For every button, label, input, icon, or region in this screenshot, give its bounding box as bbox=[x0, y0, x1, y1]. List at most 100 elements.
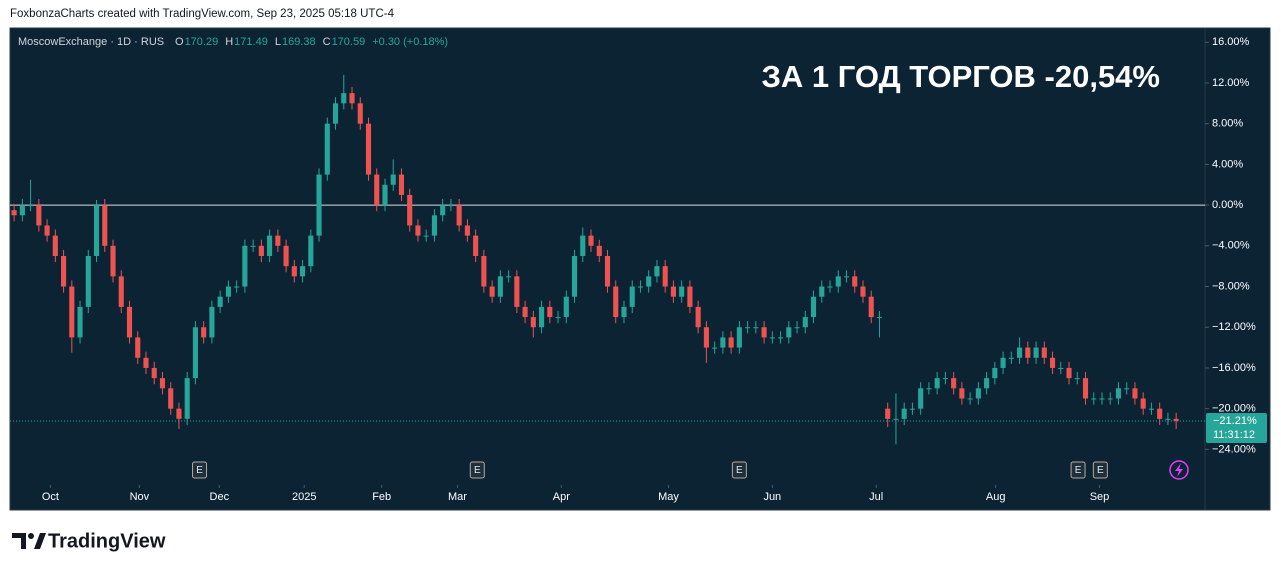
candle-body bbox=[942, 378, 948, 380]
y-tick-label: −4.00% bbox=[1212, 240, 1250, 252]
candle-body bbox=[646, 276, 652, 287]
candle-body bbox=[275, 235, 281, 246]
x-tick-label: May bbox=[658, 491, 679, 503]
candle-body bbox=[102, 205, 108, 246]
x-tick-label: Jul bbox=[869, 491, 883, 503]
candle-body bbox=[1115, 388, 1122, 399]
candle-body bbox=[934, 378, 940, 389]
logo-t bbox=[12, 533, 26, 549]
candle-body bbox=[852, 276, 858, 287]
candle-body bbox=[398, 174, 405, 195]
candle-body bbox=[1017, 347, 1023, 358]
candle-body bbox=[843, 276, 850, 278]
candle-body bbox=[975, 388, 981, 399]
candle-body bbox=[637, 286, 644, 288]
event-label: E bbox=[1075, 465, 1082, 476]
candle-body bbox=[192, 327, 198, 379]
candle-body bbox=[893, 418, 899, 420]
candle-body bbox=[959, 388, 965, 399]
candle-body bbox=[1140, 398, 1146, 409]
candle-body bbox=[118, 276, 124, 307]
candle-body bbox=[242, 245, 248, 287]
candle-body bbox=[522, 306, 528, 318]
candle-body bbox=[151, 367, 157, 379]
candle-body bbox=[876, 317, 883, 319]
candle-body bbox=[778, 337, 784, 339]
candle-body bbox=[1148, 408, 1154, 410]
candle-body bbox=[143, 357, 149, 368]
candle-body bbox=[1173, 418, 1179, 421]
candle-body bbox=[382, 184, 388, 206]
event-marker bbox=[1070, 461, 1086, 479]
candle-body bbox=[901, 408, 907, 419]
candle-body bbox=[547, 306, 553, 318]
candle-body bbox=[909, 408, 915, 410]
candle-body bbox=[407, 194, 413, 226]
candle-body bbox=[308, 235, 314, 267]
candle-body bbox=[28, 205, 34, 207]
candle-body bbox=[736, 327, 742, 348]
candle-body bbox=[1107, 398, 1113, 400]
candle-body bbox=[1025, 347, 1031, 358]
candle-body bbox=[77, 306, 83, 338]
legend-key: H bbox=[225, 36, 233, 48]
alert-icon[interactable] bbox=[1169, 460, 1189, 480]
candle-body bbox=[1091, 398, 1097, 400]
x-tick-label: Feb bbox=[372, 491, 391, 503]
y-tick-label: 4.00% bbox=[1212, 158, 1243, 170]
candle-body bbox=[61, 255, 67, 287]
candle-body bbox=[786, 327, 792, 338]
legend-symbol: MoscowExchange · 1D · RUS bbox=[18, 36, 164, 48]
y-tick-label: −24.00% bbox=[1212, 443, 1256, 455]
alert-bolt bbox=[1175, 463, 1183, 477]
candle-body bbox=[984, 378, 990, 389]
event-marker bbox=[1092, 461, 1108, 479]
candle-body bbox=[679, 286, 685, 297]
candle-body bbox=[201, 327, 207, 338]
candle-body bbox=[415, 225, 421, 236]
candle-body bbox=[753, 327, 759, 329]
candle-body bbox=[761, 327, 767, 338]
x-tick-label: Sep bbox=[1090, 491, 1110, 503]
candle-body bbox=[596, 245, 602, 256]
candle-body bbox=[357, 103, 363, 124]
candle-body bbox=[860, 286, 866, 297]
candle-body bbox=[802, 317, 808, 328]
candle-body bbox=[819, 286, 825, 297]
candle-body bbox=[745, 327, 751, 329]
candle-body bbox=[794, 327, 800, 329]
header: FoxbonzaCharts created with TradingView.… bbox=[10, 8, 395, 20]
candle-body bbox=[126, 306, 133, 338]
legend-value: 169.38 bbox=[282, 36, 316, 48]
candle-body bbox=[951, 378, 957, 389]
logo-dot bbox=[28, 533, 34, 539]
candle-body bbox=[670, 286, 676, 297]
candle-body bbox=[258, 245, 264, 256]
x-tick-label: Apr bbox=[553, 491, 570, 503]
y-tick-label: 12.00% bbox=[1212, 77, 1250, 89]
candle-body bbox=[19, 205, 25, 216]
candle-body bbox=[1124, 388, 1130, 390]
candle-body bbox=[728, 337, 734, 348]
candle-body bbox=[712, 347, 718, 349]
logo-v bbox=[34, 533, 46, 549]
candle-body bbox=[431, 215, 437, 236]
candle-body bbox=[827, 286, 833, 288]
candle-body bbox=[621, 306, 627, 318]
candle-body bbox=[234, 286, 240, 288]
legend-change: +0.30 (+0.18%) bbox=[372, 36, 448, 48]
x-tick-label: 2025 bbox=[292, 491, 316, 503]
candle-body bbox=[456, 205, 462, 226]
event-label: E bbox=[196, 465, 203, 476]
candle-body bbox=[885, 408, 891, 419]
x-tick-label: Oct bbox=[42, 491, 59, 503]
candle-body bbox=[184, 378, 190, 419]
legend-key: C bbox=[323, 36, 331, 48]
event-label: E bbox=[474, 465, 481, 476]
candle-body bbox=[209, 306, 215, 338]
candle-body bbox=[448, 205, 454, 207]
candle-body bbox=[11, 210, 17, 216]
candle-body bbox=[703, 327, 709, 348]
legend-value: 171.49 bbox=[234, 36, 268, 48]
